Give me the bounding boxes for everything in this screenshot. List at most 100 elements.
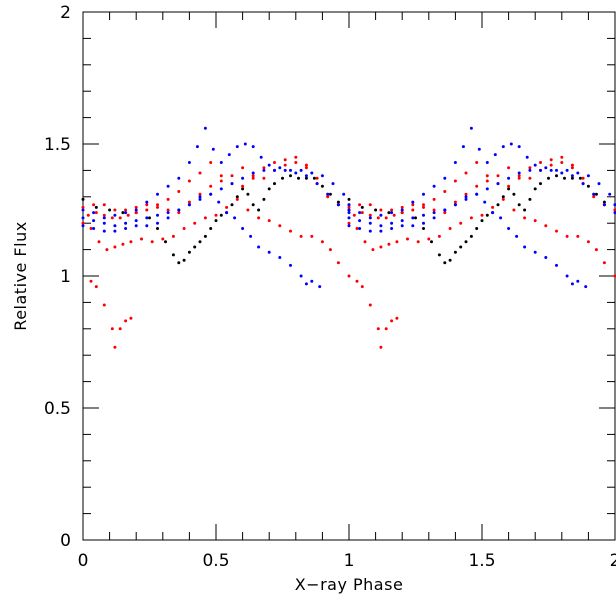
data-point (430, 240, 433, 244)
data-point (227, 153, 231, 157)
data-point (182, 227, 186, 230)
data-point (156, 213, 159, 217)
data-point (145, 216, 149, 220)
data-point (368, 203, 372, 207)
data-point (312, 176, 316, 180)
data-point (225, 211, 229, 215)
data-point (241, 166, 245, 170)
data-point (281, 176, 284, 180)
data-point (592, 195, 596, 199)
data-point (97, 240, 101, 244)
data-point (400, 205, 404, 209)
data-point (507, 176, 511, 180)
data-point (602, 261, 606, 265)
data-point (387, 211, 391, 215)
data-point (453, 200, 457, 204)
data-point (171, 253, 175, 257)
data-point (257, 245, 261, 249)
data-point (387, 242, 391, 246)
data-point (432, 197, 436, 201)
data-point (328, 248, 332, 252)
data-point (251, 145, 255, 149)
data-point (501, 195, 505, 199)
y-tick-label: 0.5 (44, 399, 71, 419)
data-point (134, 224, 138, 228)
data-point (363, 240, 367, 244)
data-point (355, 279, 359, 283)
data-point (555, 263, 558, 267)
data-point (493, 153, 497, 157)
data-point (597, 182, 601, 186)
data-point (469, 234, 473, 238)
data-point (432, 216, 436, 220)
data-point (289, 229, 292, 233)
data-point (594, 192, 598, 196)
data-point (602, 203, 606, 207)
y-tick-label: 1.5 (44, 135, 71, 155)
data-point (198, 192, 202, 196)
data-point (578, 176, 582, 180)
data-point (203, 234, 207, 238)
data-point (475, 227, 479, 230)
data-point (539, 161, 542, 164)
data-point (326, 195, 330, 199)
data-point (211, 147, 215, 151)
data-point (126, 213, 130, 217)
axis-ticks (82, 11, 616, 541)
data-point (453, 179, 457, 183)
data-point (592, 192, 596, 196)
data-point (347, 197, 351, 201)
data-point (267, 219, 271, 223)
x-tick-label: 1 (344, 551, 355, 571)
data-point (118, 216, 122, 220)
data-point (533, 219, 537, 223)
data-point (517, 203, 521, 207)
y-tick-label: 0 (60, 531, 71, 551)
data-point (299, 234, 303, 238)
data-point (203, 126, 207, 130)
data-point (156, 192, 159, 196)
data-point (544, 166, 548, 170)
data-point (342, 192, 346, 196)
data-point (294, 155, 298, 159)
data-point (124, 211, 128, 215)
data-point (113, 245, 117, 249)
data-point (249, 234, 253, 238)
series-2 (81, 126, 616, 289)
data-point (246, 192, 250, 196)
data-point (347, 224, 351, 228)
data-point (81, 205, 85, 209)
data-point (299, 168, 303, 172)
data-point (533, 250, 537, 254)
data-point (555, 168, 558, 172)
data-point (230, 203, 234, 207)
data-point (267, 163, 271, 167)
data-point (177, 208, 181, 212)
data-point (294, 161, 298, 164)
data-points (81, 126, 616, 349)
data-point (219, 187, 223, 191)
data-point (246, 208, 250, 212)
data-point (576, 234, 580, 238)
data-point (499, 216, 503, 220)
data-point (360, 285, 364, 289)
data-point (241, 187, 245, 191)
data-point (448, 227, 452, 230)
data-point (358, 219, 362, 223)
data-point (267, 250, 271, 254)
data-point (198, 197, 202, 201)
data-point (509, 142, 513, 146)
data-point (368, 216, 372, 220)
data-point (374, 208, 378, 212)
data-point (347, 274, 351, 278)
data-point (336, 261, 340, 265)
data-point (209, 161, 213, 164)
data-point (411, 208, 415, 212)
data-point (320, 184, 324, 188)
data-point (390, 211, 394, 215)
data-point (171, 234, 175, 238)
data-point (304, 176, 308, 180)
data-point (262, 197, 266, 201)
data-point (464, 171, 468, 175)
data-point (166, 197, 170, 201)
